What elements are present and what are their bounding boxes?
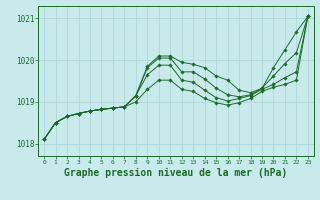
X-axis label: Graphe pression niveau de la mer (hPa): Graphe pression niveau de la mer (hPa): [64, 168, 288, 178]
